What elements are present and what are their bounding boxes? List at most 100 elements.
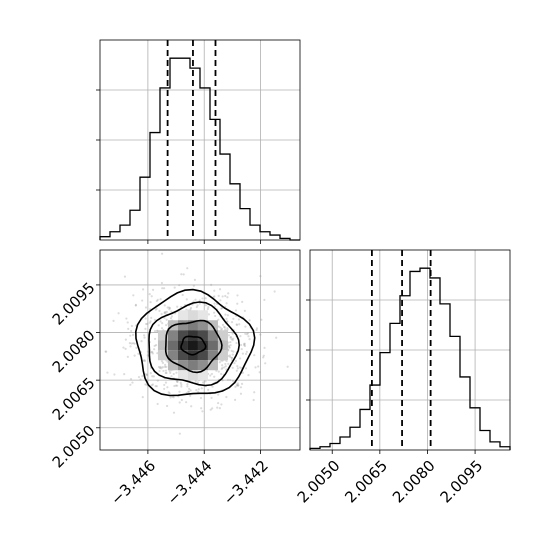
joint-point <box>167 391 170 394</box>
joint-point <box>151 375 154 378</box>
joint-point <box>142 334 146 337</box>
joint-point <box>263 346 266 349</box>
joint-point <box>273 290 276 293</box>
joint-point <box>229 378 232 382</box>
joint-point <box>166 386 169 389</box>
joint-point <box>132 294 135 297</box>
joint-point <box>224 365 227 368</box>
joint-point <box>213 295 216 298</box>
joint-point <box>127 327 130 330</box>
joint-point <box>253 391 256 394</box>
joint-point <box>182 273 185 276</box>
joint-point <box>187 390 191 393</box>
joint-point <box>132 342 135 345</box>
joint-point <box>149 301 152 304</box>
joint-point <box>197 388 200 391</box>
joint-point <box>234 359 238 363</box>
joint-point <box>140 339 143 343</box>
joint-density-cell <box>167 350 178 361</box>
joint-point <box>232 350 235 353</box>
joint-point <box>248 319 251 322</box>
joint-point <box>141 395 144 399</box>
joint-point <box>201 381 205 384</box>
joint-point <box>216 406 219 409</box>
joint-point <box>153 318 156 321</box>
joint-point <box>189 394 192 397</box>
joint-point <box>213 375 216 378</box>
joint-point <box>123 373 126 376</box>
joint-contour-1 <box>164 319 223 374</box>
joint-point <box>224 294 227 298</box>
joint-density-cell <box>187 310 198 321</box>
joint-point <box>146 350 150 353</box>
joint-point <box>142 359 145 362</box>
joint-point <box>186 267 189 270</box>
joint-point <box>163 365 167 368</box>
joint-point <box>153 329 157 333</box>
joint-density-cell <box>207 320 218 331</box>
joint-point <box>262 354 265 357</box>
joint-2d-panel: −3.446 −3.444 −3.442 2.00502.00652.00802.0… <box>49 249 301 509</box>
joint-point <box>211 407 214 410</box>
joint-point <box>213 302 216 305</box>
joint-point <box>227 334 231 337</box>
joint-point <box>106 371 109 374</box>
joint-density-cell <box>177 360 188 371</box>
joint-point <box>139 378 142 381</box>
joint-point <box>168 308 171 311</box>
joint-point <box>174 384 178 387</box>
joint-point <box>154 385 157 388</box>
joint-point <box>144 373 147 376</box>
joint-point <box>134 304 137 307</box>
joint-point <box>160 367 163 370</box>
joint-point <box>235 323 239 326</box>
joint-point <box>129 377 133 381</box>
joint-point <box>137 375 141 379</box>
joint-point <box>260 318 263 321</box>
joint-point <box>247 335 250 338</box>
joint-point <box>243 342 246 345</box>
joint-point <box>201 410 204 413</box>
joint-point <box>168 306 172 310</box>
joint-point <box>164 311 167 314</box>
joint-point <box>229 336 232 339</box>
joint-point <box>227 362 230 365</box>
joint-point <box>204 297 207 300</box>
joint-point <box>163 383 166 387</box>
joint-contour-3 <box>134 288 256 397</box>
joint-point <box>176 380 179 383</box>
joint-density-cell <box>157 330 168 341</box>
joint-point <box>262 356 265 359</box>
joint-point <box>220 403 223 406</box>
joint-point <box>230 321 234 324</box>
joint-y-tick-label-1: 2.0065 <box>49 374 99 424</box>
joint-point <box>252 398 255 402</box>
joint-point <box>201 297 204 300</box>
joint-point <box>237 318 241 321</box>
joint-density-cell <box>217 350 228 361</box>
joint-point <box>163 304 166 307</box>
joint-point <box>162 287 166 290</box>
joint-point <box>244 325 247 328</box>
joint-point <box>156 379 159 382</box>
joint-density-cell <box>167 340 178 351</box>
joint-point <box>169 317 173 320</box>
joint-x-tick-label-0: −3.446 <box>107 457 159 509</box>
joint-point <box>129 383 132 386</box>
joint-point <box>238 323 241 326</box>
joint-point <box>213 289 216 292</box>
joint-point <box>112 319 115 323</box>
joint-point <box>145 373 149 376</box>
histogram-y-grid <box>310 250 510 450</box>
joint-point <box>234 309 238 312</box>
joint-point <box>148 293 151 296</box>
joint-point <box>211 385 214 388</box>
joint-point <box>229 341 232 344</box>
joint-density-cell <box>187 360 198 371</box>
joint-point <box>248 338 251 341</box>
joint-point <box>204 380 207 383</box>
joint-point <box>198 302 201 305</box>
joint-point <box>123 275 127 278</box>
joint-grid <box>100 250 300 450</box>
joint-point <box>233 398 237 401</box>
